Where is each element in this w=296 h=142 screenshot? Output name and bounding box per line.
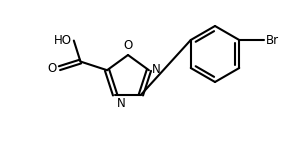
Text: HO: HO <box>54 34 72 47</box>
Text: N: N <box>152 63 161 76</box>
Text: O: O <box>123 39 133 52</box>
Text: Br: Br <box>266 34 279 46</box>
Text: N: N <box>117 97 126 110</box>
Text: O: O <box>47 62 57 75</box>
